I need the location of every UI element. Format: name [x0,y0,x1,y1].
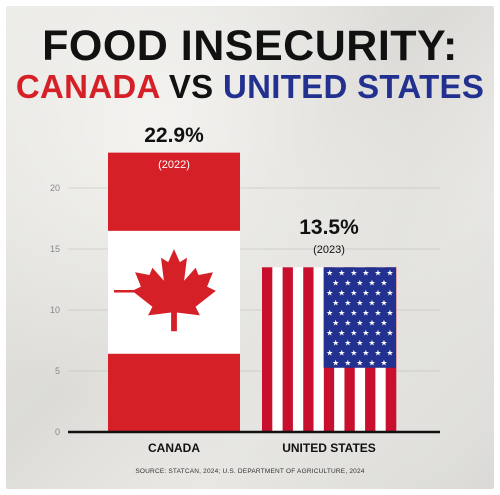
flag-stripe [282,267,294,432]
flag-stripe [272,267,283,432]
star-icon: ★ [368,319,375,328]
star-icon: ★ [356,278,363,287]
star-icon: ★ [350,309,357,318]
maple-leaf-icon [132,249,216,332]
chart-card [6,6,494,489]
star-icon: ★ [374,268,381,277]
star-icon: ★ [326,349,333,358]
star-icon: ★ [344,339,351,348]
star-icon: ★ [338,349,345,358]
y-tick-label: 10 [50,305,60,315]
star-icon: ★ [362,309,369,318]
star-icon: ★ [380,278,387,287]
chart-title-line2: CANADA VS UNITED STATES [0,70,500,103]
star-icon: ★ [350,349,357,358]
title-vs: VS [168,68,214,105]
star-icon: ★ [332,319,339,328]
star-icon: ★ [374,329,381,338]
star-icon: ★ [362,329,369,338]
y-tick-label: 0 [55,427,60,437]
flag-canton [323,267,396,368]
star-icon: ★ [326,309,333,318]
star-icon: ★ [374,349,381,358]
star-icon: ★ [362,288,369,297]
star-icon: ★ [344,319,351,328]
star-icon: ★ [368,299,375,308]
star-icon: ★ [344,359,351,368]
star-icon: ★ [380,299,387,308]
flag-stripe [313,267,325,432]
star-icon: ★ [338,309,345,318]
star-icon: ★ [338,268,345,277]
star-icon: ★ [362,349,369,358]
star-icon: ★ [386,349,393,358]
title-canada: CANADA [15,68,160,105]
category-label-united-states: UNITED STATES [282,441,376,455]
star-icon: ★ [380,359,387,368]
y-tick-label: 20 [50,183,60,193]
star-icon: ★ [386,309,393,318]
star-icon: ★ [380,319,387,328]
bar-united-states: ★ ★ ★ ★ ★ ★★ ★ ★ ★ ★★ ★ ★ ★ ★ ★★ ★ ★ ★ ★★ ★ ★ ★ ★ ★★ ★ ★ ★ ★★ ★ ★ ★ ★ ★★… [262,267,397,432]
year-label-united-states: (2023) [313,244,345,257]
star-icon: ★ [350,268,357,277]
star-icon: ★ [326,268,333,277]
star-icon: ★ [380,339,387,348]
star-icon: ★ [374,309,381,318]
star-icon: ★ [368,278,375,287]
star-icon: ★ [386,288,393,297]
star-icon: ★ [350,288,357,297]
star-icon: ★ [386,329,393,338]
star-icon: ★ [332,339,339,348]
star-icon: ★ [356,359,363,368]
flag-stripe [303,267,314,432]
star-icon: ★ [332,299,339,308]
star-icon: ★ [326,288,333,297]
category-label-canada: CANADA [148,441,200,455]
star-icon: ★ [374,288,381,297]
flag-stripe [262,267,273,432]
star-icon: ★ [350,329,357,338]
bar-canada-top-band [108,152,240,231]
star-icon: ★ [362,268,369,277]
star-icon: ★ [326,329,333,338]
star-icon: ★ [332,278,339,287]
title-united-states: UNITED STATES [222,68,485,105]
bar-canada-bottom-band [108,353,240,432]
star-icon: ★ [386,268,393,277]
source-note: SOURCE: STATCAN, 2024; U.S. DEPARTMENT O… [135,468,365,475]
flag-stripe [292,267,304,432]
value-label-united-states: 13.5% [299,216,359,240]
star-icon: ★ [332,359,339,368]
star-icon: ★ [368,359,375,368]
star-icon: ★ [338,329,345,338]
y-tick-label: 5 [55,366,60,376]
star-icon: ★ [356,319,363,328]
year-label-canada: (2022) [158,158,190,171]
star-icon: ★ [368,339,375,348]
chart-title-line1: FOOD INSECURITY: [42,22,458,70]
value-label-canada: 22.9% [144,123,204,147]
star-icon: ★ [338,288,345,297]
y-tick-label: 15 [50,244,60,254]
bar-canada [108,152,240,432]
star-icon: ★ [356,339,363,348]
star-icon: ★ [356,299,363,308]
star-icon: ★ [344,278,351,287]
star-icon: ★ [344,299,351,308]
